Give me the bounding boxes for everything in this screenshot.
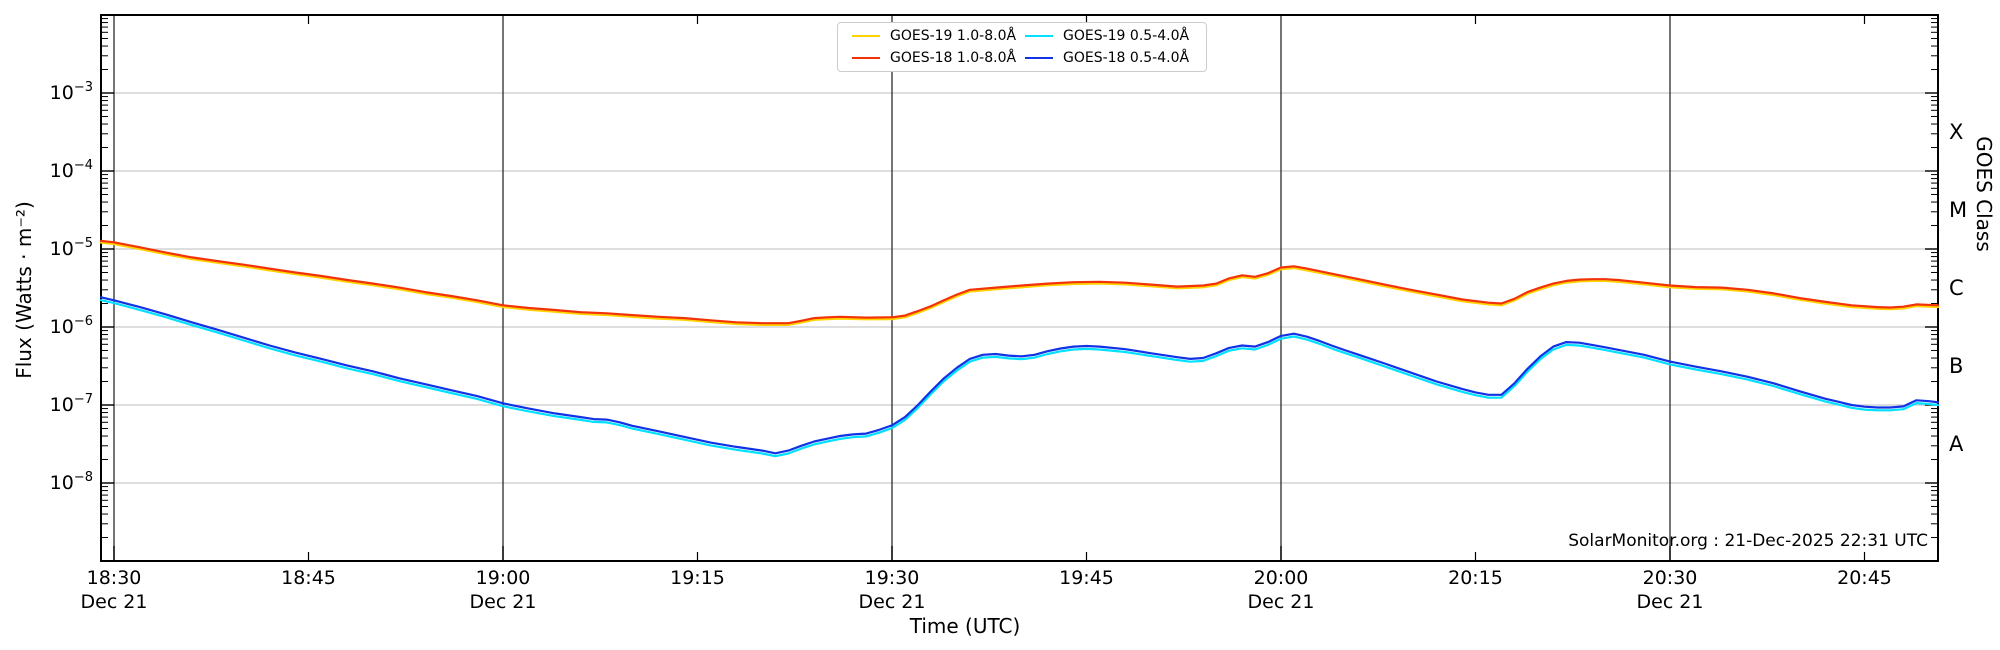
x-tick-sublabel: Dec 21: [81, 591, 148, 613]
goes-class-letter: M: [1949, 198, 1967, 222]
y-axis-title: Flux (Watts · m⁻²): [12, 201, 36, 379]
legend-line-swatch: [852, 57, 880, 59]
legend-item: GOES-19 0.5-4.0Å: [1025, 28, 1198, 44]
legend-label: GOES-18 0.5-4.0Å: [1063, 50, 1190, 66]
x-tick-label: 19:30: [865, 567, 920, 589]
legend-line-swatch: [1025, 57, 1053, 59]
y-tick-label: 10−5: [50, 236, 93, 260]
x-axis-title: Time (UTC): [909, 614, 1021, 638]
series-GOES-18 0.5-4.0Å: [99, 296, 1940, 455]
x-tick-sublabel: Dec 21: [1637, 591, 1704, 613]
legend-line-swatch: [1025, 35, 1053, 37]
legend-item: GOES-18 1.0-8.0Å: [852, 50, 1025, 66]
goes-class-letter: X: [1949, 120, 1963, 144]
x-tick-sublabel: Dec 21: [859, 591, 926, 613]
legend-label: GOES-19 1.0-8.0Å: [890, 28, 1017, 44]
x-tick-label: 18:30: [87, 567, 142, 589]
watermark-text: SolarMonitor.org : 21-Dec-2025 22:31 UTC: [1568, 531, 1928, 551]
legend-label: GOES-18 1.0-8.0Å: [890, 50, 1017, 66]
x-tick-sublabel: Dec 21: [1248, 591, 1315, 613]
x-tick-label: 18:45: [281, 567, 336, 589]
x-tick-label: 19:00: [476, 567, 531, 589]
x-tick-label: 20:30: [1643, 567, 1698, 589]
series-GOES-18 1.0-8.0Å: [99, 239, 1940, 325]
x-tick-label: 19:45: [1059, 567, 1114, 589]
goes-class-letter: B: [1949, 354, 1963, 378]
y-tick-label: 10−4: [50, 158, 93, 182]
legend-item: GOES-19 1.0-8.0Å: [852, 28, 1025, 44]
plot-border: [100, 14, 1939, 562]
y-tick-label: 10−8: [50, 470, 93, 494]
y-tick-label: 10−7: [50, 392, 93, 416]
x-tick-label: 20:00: [1254, 567, 1309, 589]
legend-line-swatch: [852, 35, 880, 37]
x-tick-sublabel: Dec 21: [470, 591, 537, 613]
goes-class-letter: A: [1949, 432, 1964, 456]
series-GOES-19 1.0-8.0Å: [99, 241, 1940, 326]
x-tick-label: 19:15: [670, 567, 725, 589]
series-GOES-19 0.5-4.0Å: [99, 299, 1940, 458]
legend-label: GOES-19 0.5-4.0Å: [1063, 28, 1190, 44]
y-tick-label: 10−3: [50, 80, 93, 104]
legend-item: GOES-18 0.5-4.0Å: [1025, 50, 1198, 66]
y-tick-label: 10−6: [50, 314, 93, 338]
legend-box: GOES-19 1.0-8.0Å GOES-18 1.0-8.0Å GOES-19 …: [837, 22, 1207, 72]
x-tick-label: 20:45: [1837, 567, 1892, 589]
right-axis-title: GOES Class: [1972, 136, 1996, 252]
x-tick-label: 20:15: [1448, 567, 1503, 589]
goes-class-letter: C: [1949, 276, 1964, 300]
